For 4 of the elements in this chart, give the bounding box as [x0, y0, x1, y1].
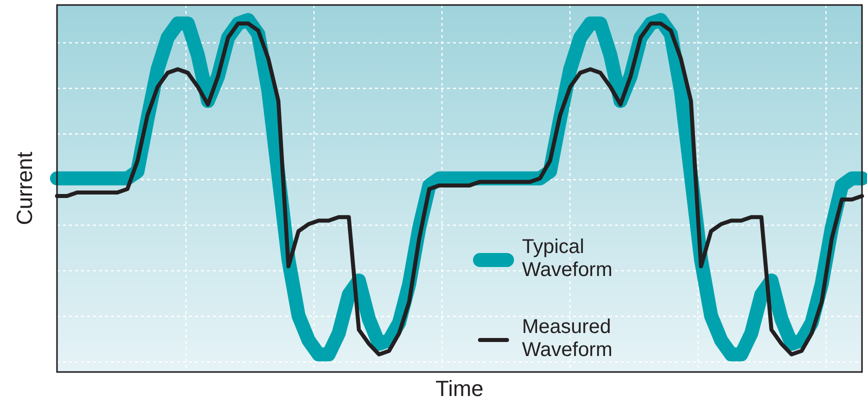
legend-label: Measured Waveform — [522, 316, 612, 361]
x-axis-title: Time — [435, 376, 484, 401]
y-axis-title: Current — [12, 152, 37, 226]
legend-label: Typical Waveform — [522, 236, 612, 281]
